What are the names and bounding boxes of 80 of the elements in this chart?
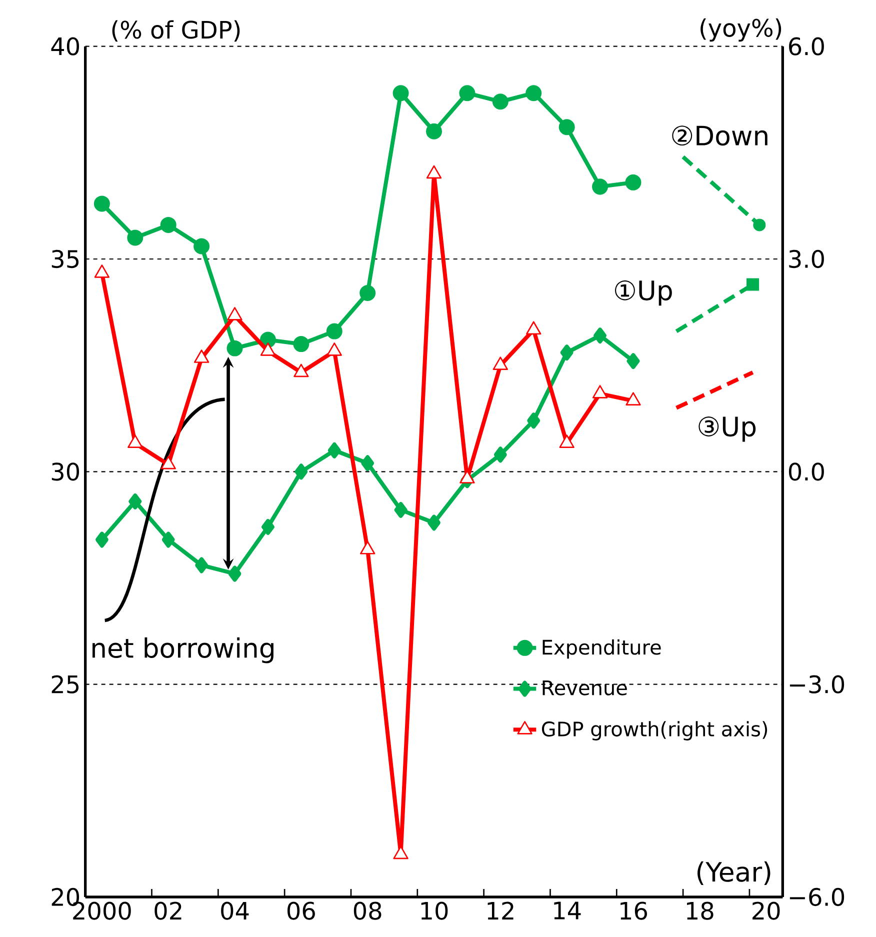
point <box>394 502 408 518</box>
point <box>626 392 641 406</box>
point <box>427 514 440 531</box>
annotation: (Year) <box>698 861 770 886</box>
point <box>94 196 110 212</box>
point <box>592 178 608 195</box>
annotation: ①Up <box>615 280 672 306</box>
point <box>160 456 176 470</box>
y2-tick-label: −6.0 <box>790 888 844 906</box>
point <box>95 532 108 548</box>
x-tick-label: 18 <box>687 902 714 920</box>
point <box>194 238 210 254</box>
point <box>492 94 508 110</box>
point <box>194 350 210 363</box>
point <box>360 540 376 554</box>
x-tick-label: 04 <box>221 902 249 920</box>
point <box>128 434 143 448</box>
point <box>294 364 309 378</box>
point <box>195 557 208 574</box>
point <box>625 174 642 190</box>
y-tick-label: 40 <box>51 37 80 56</box>
legend-label: Revenue <box>542 680 627 696</box>
x-tick-label: 10 <box>421 902 448 920</box>
point <box>260 342 276 356</box>
y2-tick-label: 0.0 <box>788 462 824 481</box>
point <box>392 85 409 102</box>
y-tick-label: 30 <box>52 462 80 481</box>
point <box>326 323 342 340</box>
y2-axis-title: (yoy%) <box>700 18 782 42</box>
point <box>361 455 374 472</box>
point <box>626 353 640 370</box>
y-axis-title: (% of GDP) <box>112 20 240 42</box>
point <box>558 119 575 136</box>
point <box>162 532 175 548</box>
annotation: net borrowing <box>92 637 274 664</box>
point <box>426 123 442 140</box>
x-tick-label: 14 <box>554 902 581 920</box>
point <box>294 464 308 480</box>
point <box>746 278 760 291</box>
x-tick-label: 20 <box>752 902 780 920</box>
point <box>460 470 475 484</box>
y-tick-label: 35 <box>52 250 79 268</box>
y2-tick-label: 3.0 <box>789 250 824 268</box>
point <box>560 344 574 361</box>
point <box>526 85 542 102</box>
legend-label: Expenditure <box>542 639 661 659</box>
point <box>94 264 110 278</box>
x-tick-label: 02 <box>154 902 182 920</box>
point <box>594 328 607 344</box>
x-tick-label: 16 <box>620 902 647 920</box>
y2-tick-label: −3.0 <box>790 675 844 694</box>
point <box>228 566 242 582</box>
annotation: ②Down <box>672 126 768 146</box>
point <box>492 356 508 370</box>
point <box>261 518 274 535</box>
x-tick-label: 06 <box>287 902 315 920</box>
point <box>459 85 476 102</box>
legend-label: GDP growth(right axis) <box>542 721 768 740</box>
point <box>753 218 766 232</box>
point <box>227 307 242 320</box>
point <box>127 230 144 246</box>
point <box>293 336 310 352</box>
point <box>393 846 408 860</box>
point <box>426 165 442 179</box>
x-tick-label: 12 <box>488 902 514 920</box>
annotation: ③Up <box>698 416 756 442</box>
point <box>328 442 341 458</box>
y-tick-label: 25 <box>52 675 79 694</box>
x-tick-label: 08 <box>354 902 382 920</box>
point <box>326 342 342 356</box>
point <box>559 434 574 448</box>
point <box>527 412 540 429</box>
point <box>226 340 243 356</box>
point <box>128 493 142 510</box>
y2-tick-label: 6.0 <box>789 37 824 56</box>
point <box>494 446 507 463</box>
point <box>160 216 176 233</box>
point <box>526 321 542 335</box>
point <box>360 285 376 302</box>
point <box>592 385 608 398</box>
